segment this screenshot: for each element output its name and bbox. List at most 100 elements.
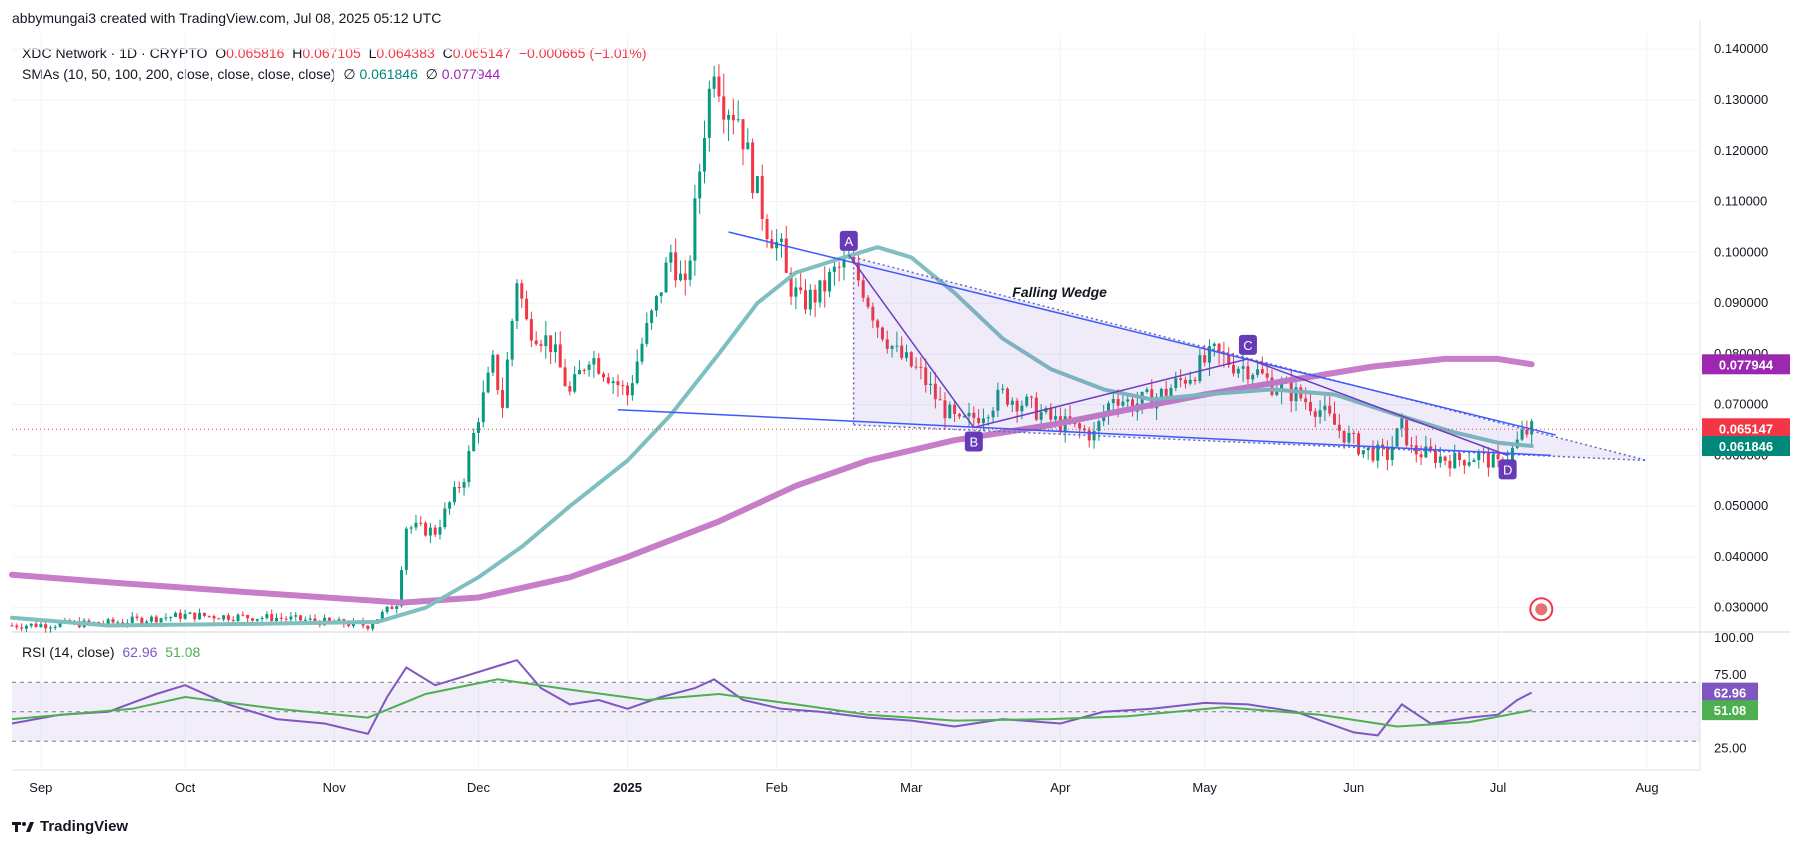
candle-body — [1159, 388, 1163, 397]
candle-body — [462, 482, 466, 488]
candle-body — [106, 619, 110, 624]
candle-body — [755, 176, 759, 194]
candle-body — [409, 527, 413, 529]
candle-body — [467, 450, 471, 483]
candle-body — [784, 238, 788, 273]
candle-body — [390, 606, 394, 609]
candle-body — [265, 614, 269, 618]
candle-body — [53, 626, 57, 628]
candle-body — [664, 262, 668, 293]
candle-body — [481, 392, 485, 423]
candle-body — [183, 613, 187, 619]
candle-body — [140, 617, 144, 624]
time-tick-label: Sep — [29, 780, 52, 795]
candle-body — [1241, 366, 1245, 369]
candle-body — [1265, 373, 1269, 378]
candle-body — [828, 271, 832, 292]
candle-body — [1020, 405, 1024, 412]
tradingview-logo[interactable]: TradingView — [12, 818, 128, 835]
low-label: L — [368, 45, 377, 61]
candle-body — [592, 358, 596, 365]
candle-body — [573, 374, 577, 392]
candle-body — [255, 618, 259, 621]
time-tick-label: Nov — [323, 780, 347, 795]
candle-body — [400, 570, 404, 607]
candle-body — [1049, 408, 1053, 420]
candle-body — [1280, 383, 1284, 392]
sma-legend[interactable]: SMAs (10, 50, 100, 200, close, close, cl… — [22, 66, 500, 83]
candle-body — [1256, 369, 1260, 375]
candle-body — [895, 345, 899, 347]
candle-body — [1304, 398, 1308, 403]
candle-body — [1308, 402, 1312, 412]
pattern-point-b-badge — [964, 431, 983, 452]
candle-body — [880, 327, 884, 340]
candle-body — [871, 306, 875, 321]
candle-body — [1472, 460, 1476, 463]
candle-body — [169, 617, 173, 619]
candle-body — [15, 625, 19, 628]
candle-body — [866, 297, 870, 307]
candle-body — [486, 372, 490, 393]
candle-body — [981, 418, 985, 424]
price-badge-0.061846-text: 0.061846 — [1719, 439, 1773, 454]
wedge-fill — [853, 257, 1648, 461]
candle-body — [933, 383, 937, 400]
candle-body — [929, 383, 933, 386]
candle-body — [626, 385, 630, 396]
candle-body — [1405, 416, 1409, 446]
candle-body — [1342, 430, 1346, 443]
candle-body — [496, 354, 500, 391]
candle-body — [1073, 423, 1077, 425]
candle-body — [1260, 369, 1264, 374]
candle-body — [29, 623, 33, 626]
candle-body — [34, 623, 38, 627]
wedge-dotted-upper — [853, 256, 1648, 462]
rsi-legend[interactable]: RSI (14, close) 62.96 51.08 — [22, 644, 200, 660]
candle-body — [587, 364, 591, 371]
candle-body — [457, 486, 461, 488]
candle-body — [1337, 424, 1341, 431]
candle-body — [544, 335, 548, 347]
time-tick-label: May — [1192, 780, 1217, 795]
candle-body — [515, 283, 519, 321]
candle-body — [861, 280, 865, 298]
candle-body — [904, 352, 908, 358]
candle-body — [1102, 414, 1106, 422]
candles-group — [10, 64, 1534, 633]
candle-body — [837, 266, 841, 268]
candle-body — [563, 367, 567, 387]
price-tick-label: 0.090000 — [1714, 295, 1768, 310]
candle-body — [967, 412, 971, 417]
candle-body — [1164, 388, 1168, 396]
candle-body — [58, 622, 62, 627]
candle-body — [1001, 388, 1005, 390]
candle-body — [775, 241, 779, 249]
candle-body — [275, 617, 279, 621]
brand-name: TradingView — [40, 818, 129, 835]
price-tick-label: 0.030000 — [1714, 600, 1768, 615]
open-label: O — [215, 45, 227, 61]
candle-body — [505, 359, 509, 408]
price-tick-label: 0.140000 — [1714, 41, 1768, 56]
candle-body — [924, 367, 928, 386]
pattern-point-a-badge — [839, 230, 858, 251]
candle-body — [1496, 454, 1500, 460]
candle-body — [746, 142, 750, 150]
candle-body — [1429, 446, 1433, 451]
candle-body — [1054, 416, 1058, 420]
time-tick-label: Mar — [900, 780, 923, 795]
candle-body — [1232, 365, 1236, 374]
candle-body — [1174, 378, 1178, 388]
candle-body — [818, 280, 822, 303]
candle-body — [188, 612, 192, 614]
candle-body — [602, 373, 606, 378]
candle-body — [1385, 446, 1389, 460]
candle-body — [395, 606, 399, 609]
candle-body — [1183, 379, 1187, 384]
candle-body — [1207, 346, 1211, 363]
candle-body — [347, 624, 351, 627]
candle-body — [736, 119, 740, 121]
candle-body — [1193, 379, 1197, 382]
